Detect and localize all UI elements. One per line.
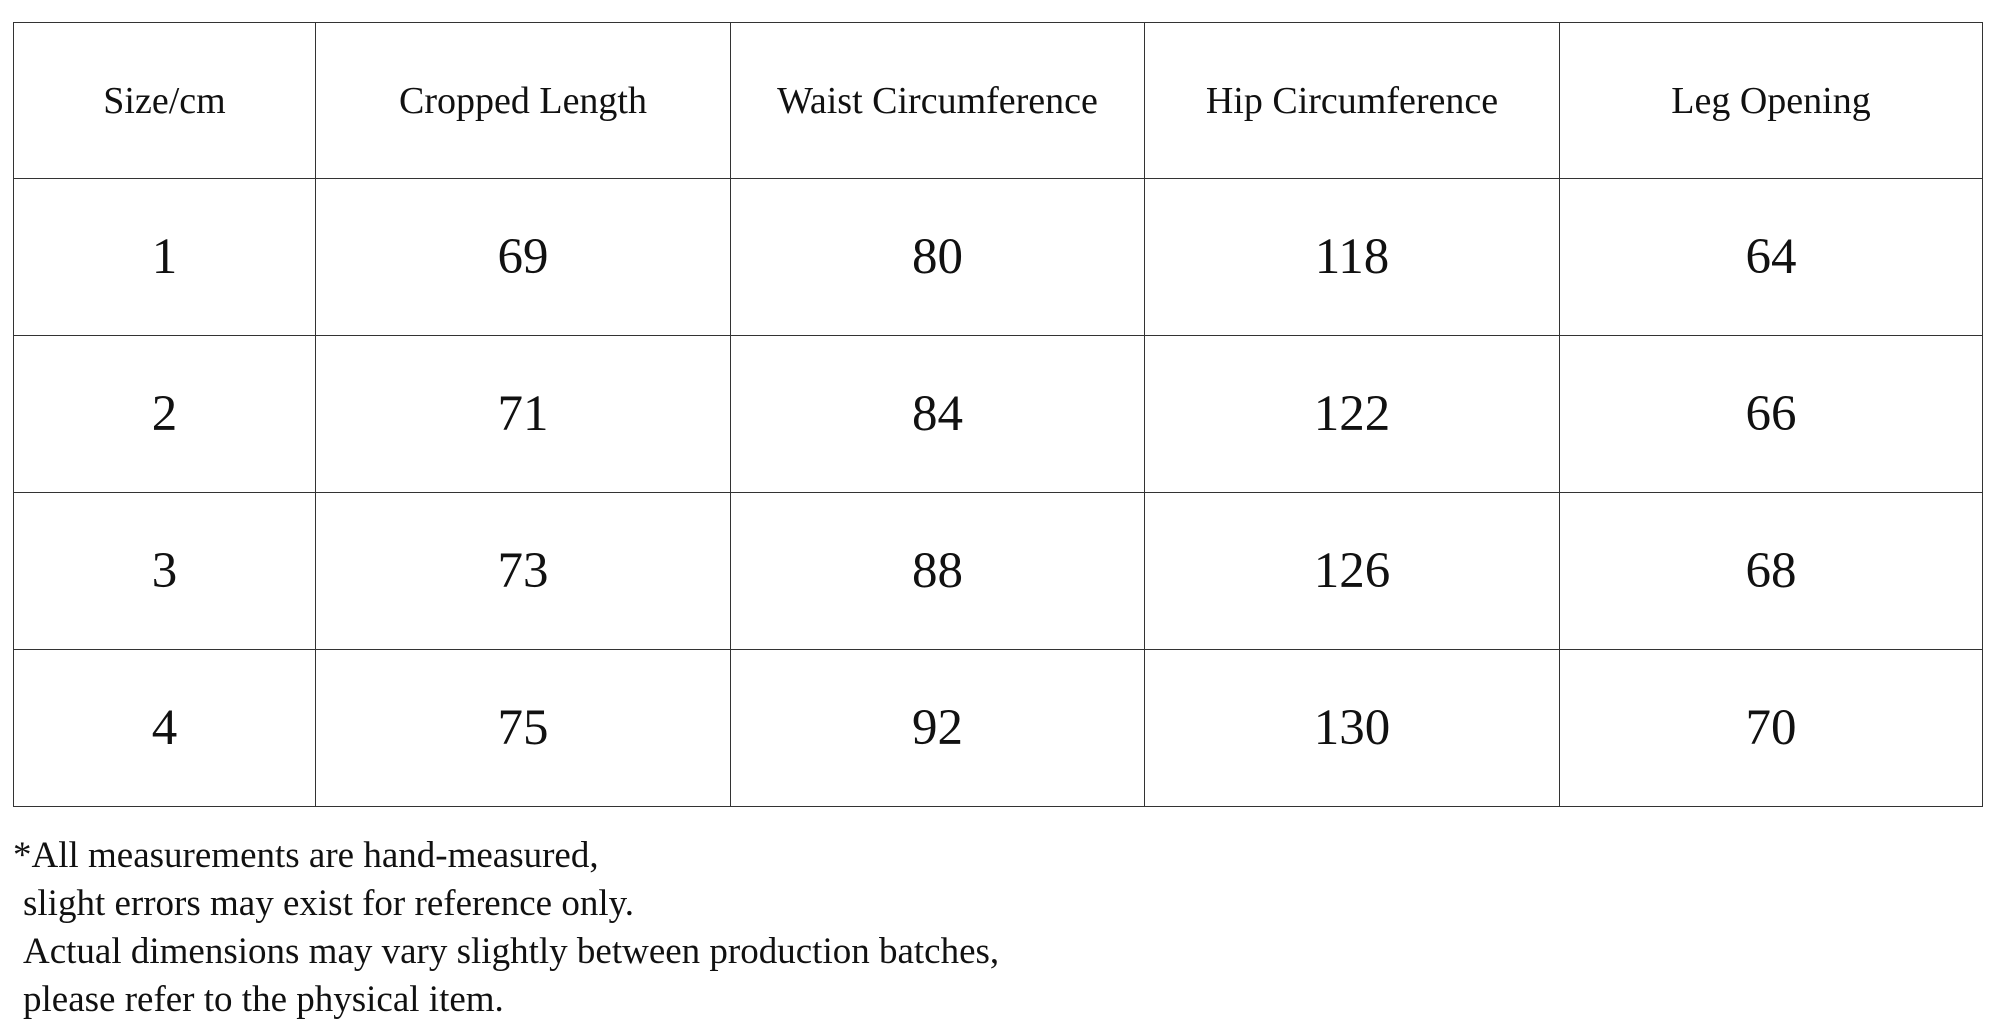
table-row: 3 73 88 126 68 [13,492,1983,650]
size-table: Size/cm Cropped Length Waist Circumference… [13,22,1983,807]
table-cell: 66 [1559,335,1983,493]
table-cell: 122 [1144,335,1560,493]
header-row: Size/cm Cropped Length Waist Circumference… [13,22,1983,179]
header-cell: Size/cm [13,22,316,179]
table-cell: 68 [1559,492,1983,650]
header-cell: Cropped Length [315,22,731,179]
table-cell: 64 [1559,178,1983,336]
header-cell: Hip Circumference [1144,22,1560,179]
table-row: 4 75 92 130 70 [13,649,1983,807]
table-cell: 2 [13,335,316,493]
table-cell: 3 [13,492,316,650]
table-cell: 130 [1144,649,1560,807]
table-cell: 80 [730,178,1145,336]
notes: *All measurements are hand-measured, slig… [13,832,999,1024]
note-line: *All measurements are hand-measured, [13,835,599,876]
table-cell: 73 [315,492,731,650]
table-cell: 84 [730,335,1145,493]
note-line: slight errors may exist for reference on… [23,883,634,924]
note-line: Actual dimensions may vary slightly betw… [23,931,1000,972]
header-cell: Leg Opening [1559,22,1983,179]
table-cell: 1 [13,178,316,336]
header-cell: Waist Circumference [730,22,1145,179]
table-cell: 92 [730,649,1145,807]
table-row: 1 69 80 118 64 [13,178,1983,336]
table-cell: 126 [1144,492,1560,650]
table-cell: 4 [13,649,316,807]
table-row: 2 71 84 122 66 [13,335,1983,493]
table-cell: 75 [315,649,731,807]
note-line: please refer to the physical item. [23,979,504,1020]
table-cell: 88 [730,492,1145,650]
table-cell: 69 [315,178,731,336]
table-cell: 70 [1559,649,1983,807]
table-cell: 71 [315,335,731,493]
table-cell: 118 [1144,178,1560,336]
